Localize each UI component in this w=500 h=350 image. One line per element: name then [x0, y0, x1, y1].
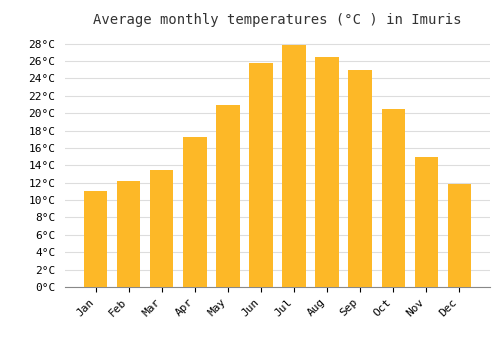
Bar — [118, 181, 141, 287]
Bar — [448, 184, 470, 287]
Bar — [348, 70, 372, 287]
Bar — [84, 191, 108, 287]
Bar — [282, 44, 306, 287]
Bar — [382, 109, 404, 287]
Bar — [414, 157, 438, 287]
Bar — [250, 63, 272, 287]
Bar — [184, 136, 206, 287]
Bar — [316, 57, 338, 287]
Bar — [150, 170, 174, 287]
Title: Average monthly temperatures (°C ) in Imuris: Average monthly temperatures (°C ) in Im… — [93, 13, 462, 27]
Bar — [216, 105, 240, 287]
